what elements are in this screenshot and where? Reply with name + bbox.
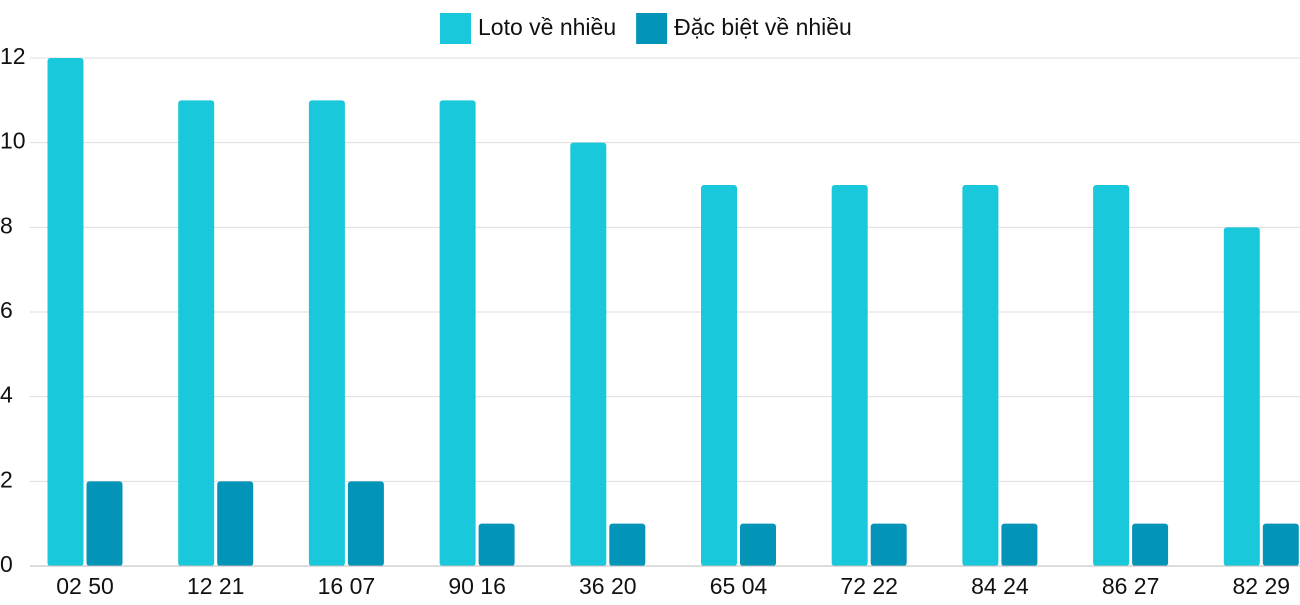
bar [47, 58, 84, 566]
x-tick-label: 82 29 [1233, 573, 1291, 599]
bar [1223, 227, 1260, 567]
bar [962, 185, 999, 566]
bar [308, 100, 345, 566]
bar [701, 185, 737, 566]
x-tick-label: 90 16 [448, 573, 506, 599]
bar [217, 481, 254, 566]
x-tick-label: 36 20 [579, 573, 637, 599]
bar [347, 481, 384, 566]
x-tick-label: 84 24 [971, 573, 1029, 599]
bar [478, 523, 515, 566]
legend-label: Đặc biệt về nhiều [674, 14, 852, 40]
bar [570, 142, 607, 566]
bar [86, 481, 123, 566]
x-tick-label: 16 07 [318, 573, 376, 599]
bar [1001, 523, 1038, 566]
x-tick-label: 86 27 [1102, 573, 1160, 599]
bar [1093, 185, 1130, 566]
y-tick-label: 10 [0, 128, 26, 154]
bar [1262, 523, 1299, 566]
bar [609, 523, 646, 566]
x-tick-label: 65 04 [710, 573, 768, 599]
y-tick-label: 6 [0, 297, 13, 323]
bar [1132, 523, 1169, 566]
y-tick-label: 12 [0, 43, 26, 69]
bar [439, 100, 476, 566]
y-tick-label: 8 [0, 212, 13, 238]
bar [740, 523, 776, 566]
bar [831, 185, 868, 566]
legend-swatch [440, 13, 471, 44]
legend-swatch [636, 13, 668, 44]
bar [178, 100, 215, 566]
y-tick-label: 4 [0, 382, 13, 408]
x-tick-label: 12 21 [187, 573, 245, 599]
x-tick-label: 72 22 [840, 573, 898, 599]
y-tick-label: 2 [0, 466, 13, 492]
legend-label: Loto về nhiều [478, 14, 616, 40]
x-tick-label: 02 50 [56, 573, 114, 599]
bar [870, 523, 907, 566]
y-tick-label: 0 [0, 551, 13, 577]
